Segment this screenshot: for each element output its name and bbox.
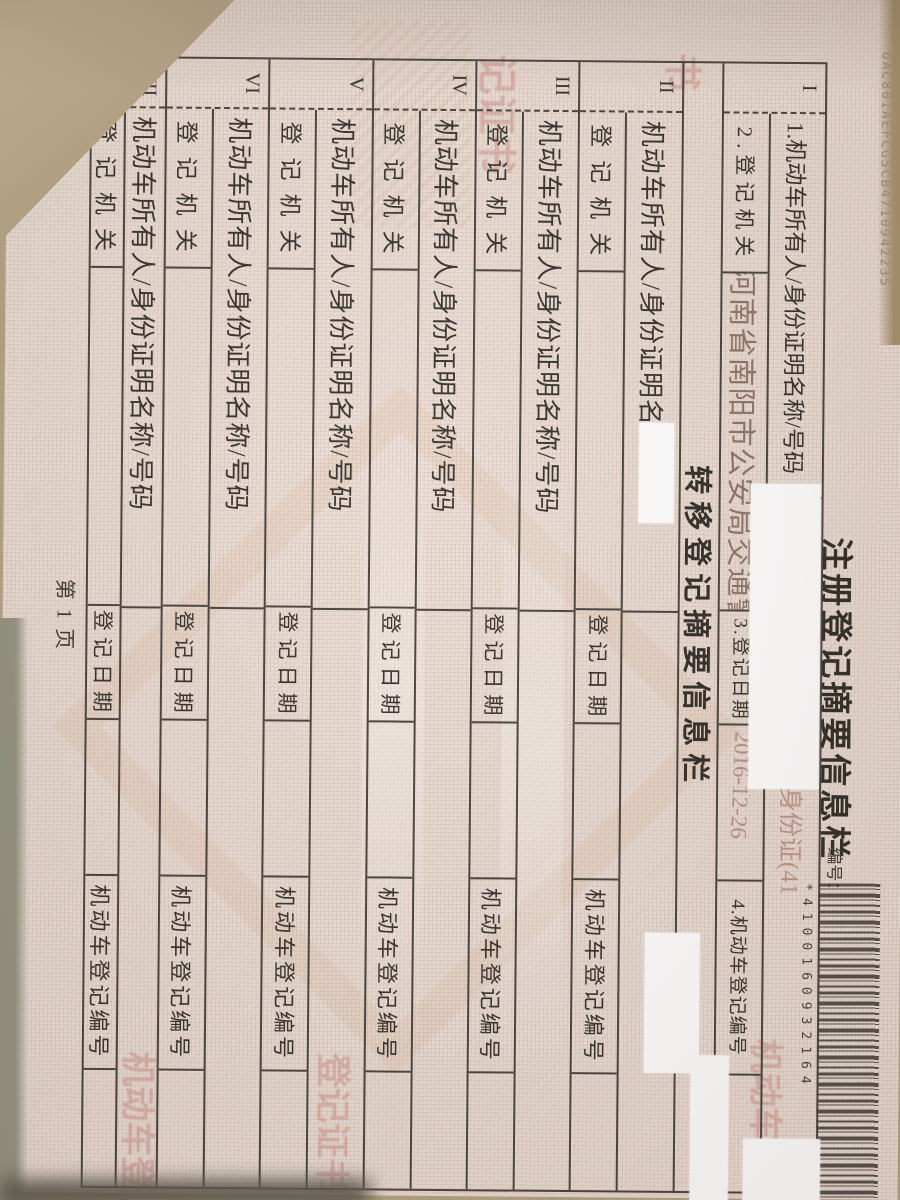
plate-number-value <box>364 1072 410 1188</box>
plate-number-label: 机动车登记编号 <box>261 875 309 1072</box>
section-IV: IV 机动车所有人/身份证明名称/号码 登记机关 登记日期 机动车登记编号 <box>362 60 476 1190</box>
plate-number-label: 机动车登记编号 <box>365 876 412 1073</box>
owner-id-value <box>411 611 470 1189</box>
owner-id-label: 机动车所有人/身份证明名称/号码 <box>121 108 166 609</box>
owner-id-label: 机动车所有人/身份证明名称/号码 <box>209 108 269 610</box>
registration-date-label: 登记日期 <box>86 603 120 721</box>
section-numeral: II <box>580 62 683 114</box>
plate-number-value <box>158 1071 204 1187</box>
owner-id-label: 机动车所有人/身份证明名称/号码 <box>312 109 372 611</box>
redaction-stamp <box>643 932 700 1074</box>
section-VII: VII 机动车所有人/身份证明名称/号码 登记机关 登记日期 机动车登记编号 <box>83 57 166 1187</box>
owner-id-label: 1.机动车所有人/身份证明名称/号码 <box>767 113 825 500</box>
transfer-title: 转移登记摘要信息栏 <box>677 465 713 790</box>
plate-number-label: 4.机动车登记编号 <box>715 879 762 1076</box>
plate-number-value <box>261 1071 307 1187</box>
section-V: V 机动车所有人/身份证明名称/号码 登记机关 登记日期 机动车登记编号 <box>258 59 373 1189</box>
owner-id-value <box>205 609 264 1187</box>
plate-number-value <box>468 1073 514 1189</box>
redaction-owner-name <box>748 483 821 790</box>
registration-authority-value <box>369 270 417 606</box>
redaction-section2 <box>638 422 675 523</box>
redaction-id-number <box>742 1138 821 1200</box>
plate-number-label: 机动车登记编号 <box>571 878 619 1075</box>
section-numeral: IV <box>373 60 476 112</box>
registration-date-value <box>367 722 413 876</box>
registration-summary-table: I 1.机动车所有人/身份证明名称/号码 身份证(41 2.登记机关 河南省南阳… <box>80 55 828 1195</box>
barcode <box>815 883 881 1200</box>
registration-date-value <box>160 721 206 875</box>
section-numeral: I <box>723 63 826 115</box>
plate-number-label: 机动车登记编号 <box>83 873 118 1071</box>
registration-authority-label: 2.登记机关 <box>722 113 769 274</box>
owner-id-label: 机动车所有人/身份证明名称/号码 <box>622 112 682 614</box>
registration-date-label: 登记日期 <box>265 605 311 722</box>
owner-id-value <box>117 608 161 1186</box>
registration-date-label: 登记日期 <box>161 604 208 721</box>
page-number: 第1页 <box>52 578 77 659</box>
section-VI: VI 机动车所有人/身份证明名称/号码 登记机关 登记日期 机动车登记编号 <box>155 58 269 1188</box>
desk-edge-right <box>878 0 900 345</box>
desk-edge-bottom-left <box>0 618 28 1200</box>
registration-date-value <box>264 721 310 875</box>
page-shadow <box>0 1180 370 1200</box>
registration-authority-label: 登记机关 <box>372 110 419 271</box>
section-III: III 机动车所有人/身份证明名称/号码 登记机关 登记日期 机动车登记编号 <box>465 61 579 1191</box>
registration-authority-label: 登记机关 <box>475 111 522 272</box>
plate-number-value <box>83 1070 116 1186</box>
registration-authority-value <box>576 272 624 608</box>
registration-date-label: 登记日期 <box>368 606 415 723</box>
plate-number-label: 机动车登记编号 <box>468 877 516 1074</box>
registration-authority-label: 登记机关 <box>165 108 212 269</box>
plate-number-value <box>571 1074 617 1190</box>
registration-authority-value <box>266 269 314 605</box>
registration-date-value <box>574 724 620 878</box>
owner-id-label: 机动车所有人/身份证明名称/号码 <box>519 111 579 613</box>
registration-date-value <box>470 723 516 877</box>
owner-id-value <box>515 612 574 1190</box>
registration-authority-value <box>473 271 521 607</box>
owner-id-fragment: 身份证(41 <box>774 786 803 896</box>
registration-date-label: 登记日期 <box>471 607 518 724</box>
owner-id-value <box>618 613 677 1191</box>
plate-number-label: 机动车登记编号 <box>158 874 206 1071</box>
registration-date-label: 登记日期 <box>575 608 621 725</box>
section-numeral: III <box>477 61 579 113</box>
registration-authority-value <box>163 269 211 605</box>
owner-id-value <box>308 610 367 1188</box>
registration-date-value <box>85 720 118 874</box>
registration-authority-label: 登记机关 <box>578 112 626 273</box>
registration-authority-value <box>88 268 123 604</box>
redaction-plate-number <box>689 1055 729 1200</box>
section-numeral: V <box>270 59 373 111</box>
owner-id-label: 机动车所有人/身份证明名称/号码 <box>416 110 476 612</box>
section-numeral: VI <box>167 58 269 110</box>
registration-authority-label: 登记机关 <box>268 109 316 270</box>
